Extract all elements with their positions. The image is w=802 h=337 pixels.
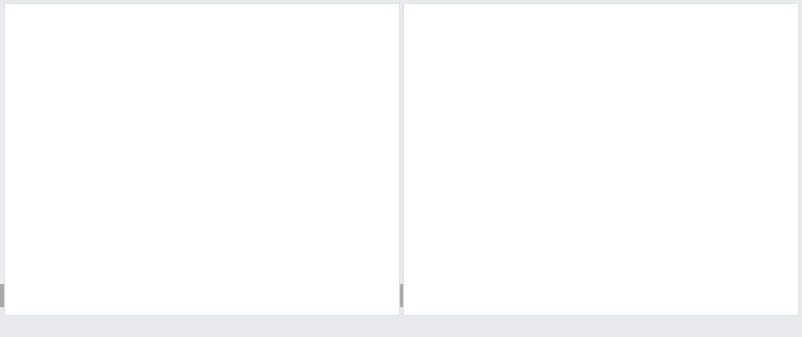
Bar xyxy=(554,151,587,220)
Text: 30%: 30% xyxy=(39,96,66,106)
Text: 4: 4 xyxy=(228,233,234,243)
Bar xyxy=(431,190,473,220)
Bar xyxy=(728,214,771,220)
Text: 20%: 20% xyxy=(158,133,184,143)
Bar xyxy=(495,111,528,220)
Text: 0%: 0% xyxy=(681,196,699,206)
Text: 20%: 20% xyxy=(99,133,125,143)
Text: 1: 1 xyxy=(49,233,56,243)
Text: 70% of audience matched: 70% of audience matched xyxy=(437,291,573,301)
Text: +0%: +0% xyxy=(737,255,762,265)
Text: -50%: -50% xyxy=(277,255,304,265)
Circle shape xyxy=(310,285,532,307)
Text: 0%: 0% xyxy=(740,200,759,210)
Text: $100-250: $100-250 xyxy=(487,233,537,243)
Bar xyxy=(269,184,312,220)
Text: +0%: +0% xyxy=(219,255,244,265)
Bar xyxy=(150,147,193,220)
Bar xyxy=(155,147,188,220)
Bar xyxy=(36,111,69,220)
Text: +0%: +0% xyxy=(159,255,184,265)
Text: $250-500: $250-500 xyxy=(546,233,596,243)
Bar xyxy=(669,210,711,220)
Text: 35%: 35% xyxy=(557,136,584,146)
Wedge shape xyxy=(0,285,132,307)
Text: 6: 6 xyxy=(346,233,354,243)
Text: Household Size: Household Size xyxy=(20,12,164,30)
Circle shape xyxy=(0,285,132,307)
Text: 2: 2 xyxy=(109,233,115,243)
Text: 15%: 15% xyxy=(218,151,245,161)
Bar xyxy=(329,184,371,220)
Text: 5%: 5% xyxy=(282,170,300,179)
Text: -100%: -100% xyxy=(674,255,707,265)
Wedge shape xyxy=(22,285,132,296)
Bar xyxy=(91,147,133,220)
Text: 10%: 10% xyxy=(618,186,644,196)
Text: +20%: +20% xyxy=(37,255,68,265)
Text: 5%: 5% xyxy=(341,170,359,179)
Bar xyxy=(31,129,74,220)
Text: +0%: +0% xyxy=(99,255,124,265)
Text: +22%: +22% xyxy=(496,255,527,265)
Text: -50%: -50% xyxy=(337,255,363,265)
Bar xyxy=(490,131,533,220)
Bar xyxy=(215,165,248,220)
Text: Number of adults and children who live in a single US home, base...: Number of adults and children who live i… xyxy=(20,44,359,54)
Text: Home Market Value: Home Market Value xyxy=(419,12,602,30)
Text: 3: 3 xyxy=(168,233,175,243)
Bar xyxy=(274,202,307,220)
Bar xyxy=(614,200,647,220)
Text: -100%: -100% xyxy=(435,255,468,265)
Text: $500-700: $500-700 xyxy=(606,233,655,243)
Text: In Thousands of US Dollars: In Thousands of US Dollars xyxy=(423,65,544,74)
Bar xyxy=(334,202,367,220)
Text: $700-1,000: $700-1,000 xyxy=(660,233,719,243)
Bar xyxy=(549,164,593,220)
Bar xyxy=(209,165,253,220)
Wedge shape xyxy=(421,285,532,296)
Bar xyxy=(609,204,652,220)
Bar xyxy=(95,147,128,220)
Text: +100%: +100% xyxy=(611,255,650,265)
Text: +40%: +40% xyxy=(555,255,587,265)
Text: Estimated US home value based on survey responses and publicly...: Estimated US home value based on survey … xyxy=(419,44,759,54)
Text: <$100: <$100 xyxy=(435,233,469,243)
Text: 55%: 55% xyxy=(498,96,525,106)
Text: 0%: 0% xyxy=(443,176,461,186)
Text: 82% of audience matched: 82% of audience matched xyxy=(38,291,174,301)
Text: >$1,000: >$1,000 xyxy=(727,233,772,243)
Wedge shape xyxy=(310,285,532,307)
Text: 5: 5 xyxy=(287,233,294,243)
